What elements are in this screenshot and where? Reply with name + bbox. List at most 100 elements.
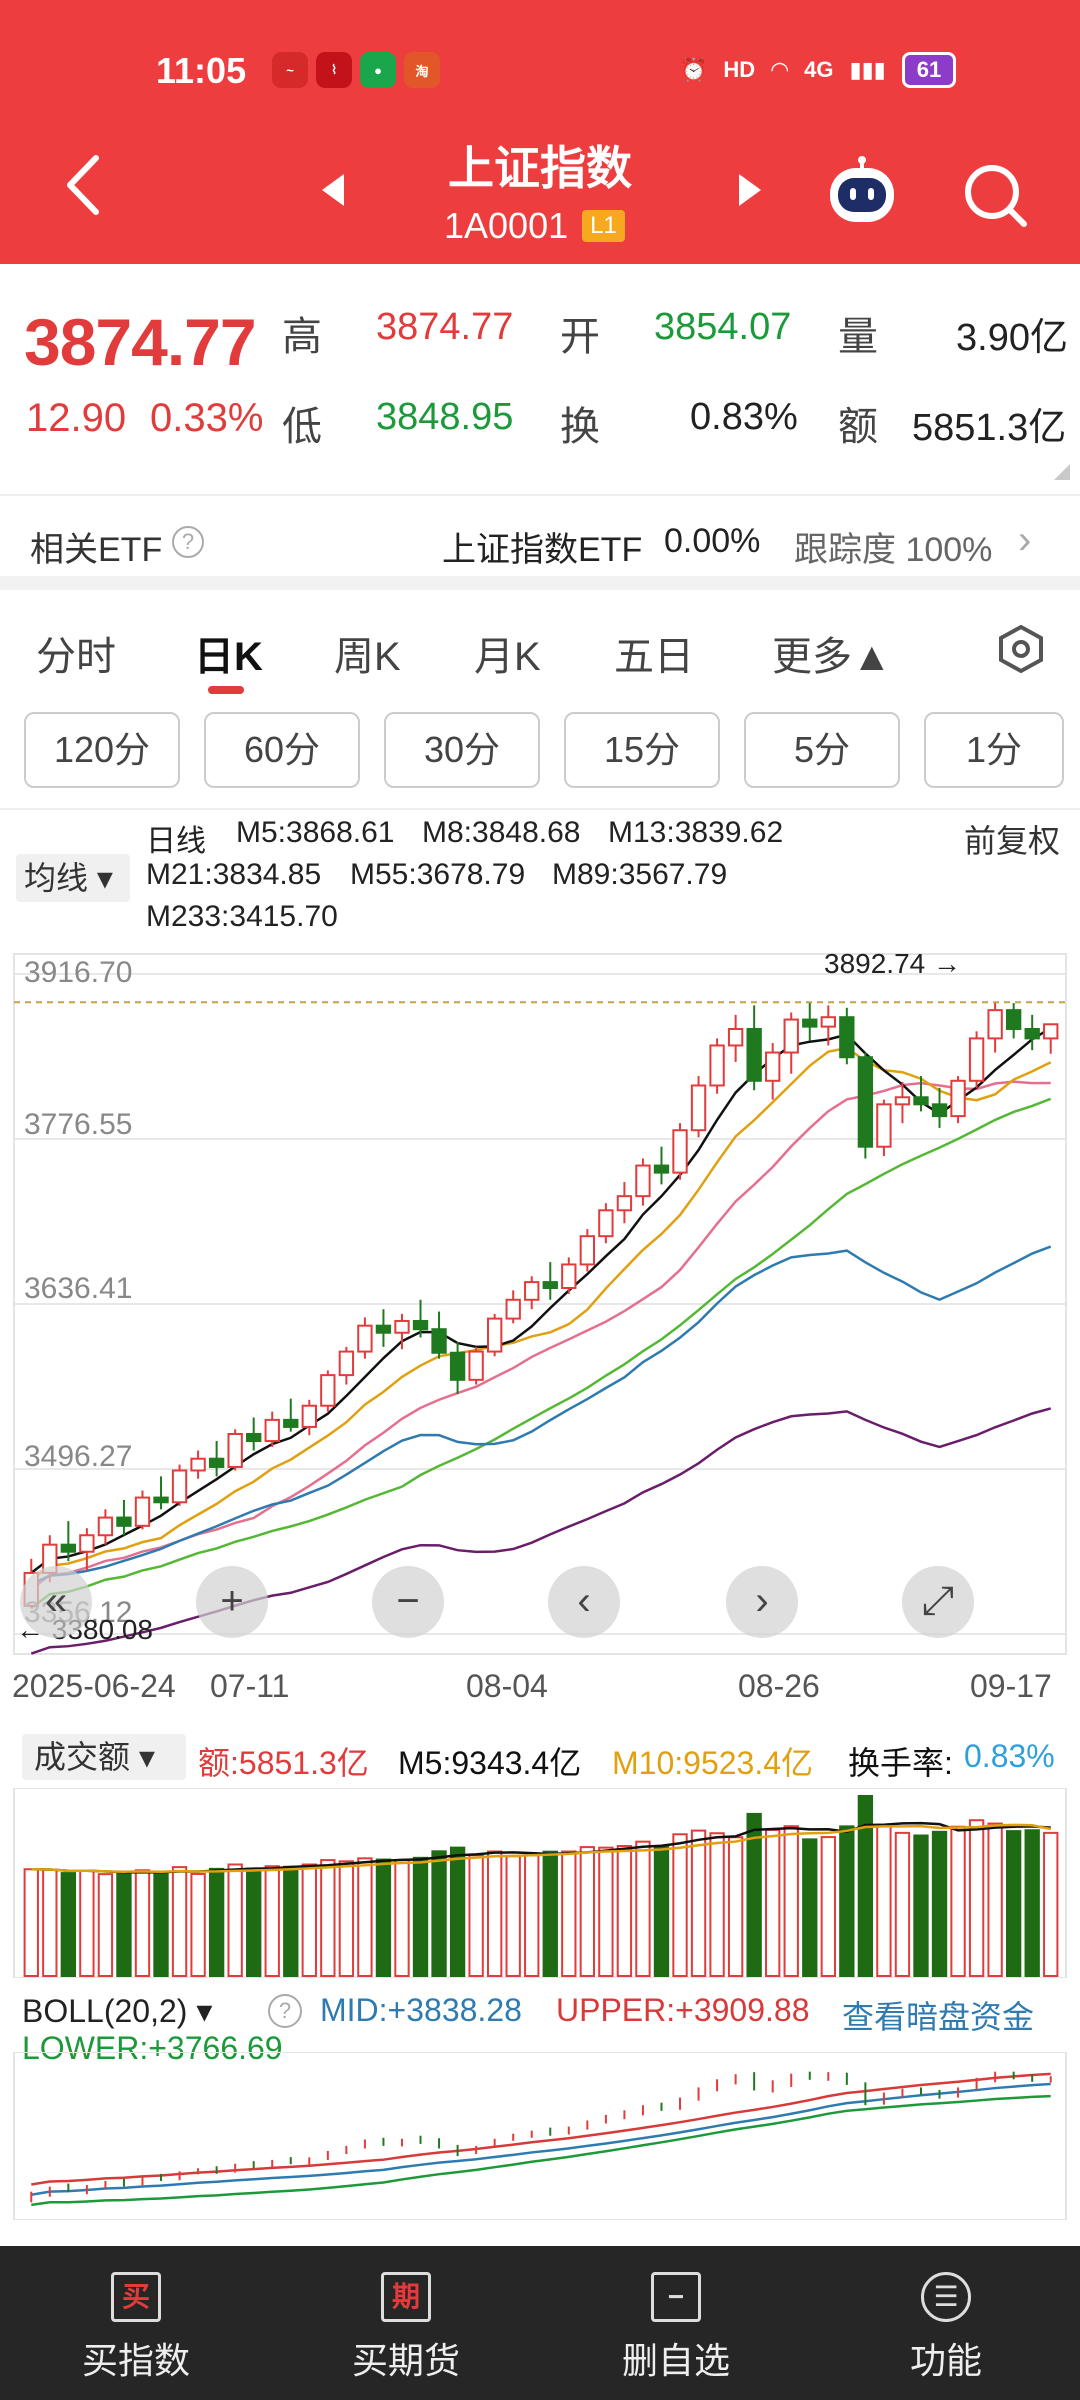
indicator-select[interactable]: 均线 ▾ xyxy=(16,854,130,902)
fullscreen-icon[interactable]: ⤢ xyxy=(902,1566,974,1638)
boll-select[interactable]: BOLL(20,2) ▾ xyxy=(22,1993,213,2029)
functions-button[interactable]: ☰ 功能 xyxy=(846,2272,1046,2384)
bottom-nav: 买 买指数 期 买期货 − 删自选 ☰ 功能 xyxy=(0,2246,1080,2400)
scroll-left-icon[interactable]: ‹ xyxy=(548,1566,620,1638)
search-icon[interactable] xyxy=(960,160,1030,230)
nav-label: 删自选 xyxy=(621,2340,730,2381)
scroll-right-icon[interactable]: › xyxy=(726,1566,798,1638)
zoom-out-icon[interactable]: − xyxy=(372,1566,444,1638)
nav-label: 买指数 xyxy=(81,2340,190,2381)
candle-body xyxy=(987,1009,1003,1040)
expand-corner-icon[interactable] xyxy=(1054,464,1070,480)
candle-body xyxy=(394,1319,410,1334)
quote-panel: 3874.77 12.90 0.33% 高 3874.77 开 3854.07 … xyxy=(0,264,1080,494)
kline-chart[interactable] xyxy=(0,944,1080,1674)
price-change: 12.90 xyxy=(26,396,127,440)
tab-intraday[interactable]: 分时 xyxy=(36,635,116,679)
candle-body xyxy=(1005,1009,1022,1030)
ma5-line xyxy=(30,1026,1052,1574)
candle-body xyxy=(839,1016,855,1059)
candle-body xyxy=(449,1351,466,1381)
buy-index-button[interactable]: 买 买指数 xyxy=(36,2272,236,2384)
boll-chart[interactable] xyxy=(0,2052,1080,2220)
volume-bar xyxy=(561,1850,577,1977)
candle-body xyxy=(653,1164,670,1174)
next-stock-icon[interactable] xyxy=(735,170,765,210)
volume-bar xyxy=(431,1850,447,1978)
candle-body xyxy=(264,1418,280,1443)
interval-120m-button[interactable]: 120分 xyxy=(24,712,180,788)
volume-bar xyxy=(79,1869,95,1977)
dark-pool-link[interactable]: 查看暗盘资金 xyxy=(842,1999,1035,2035)
assistant-robot-icon[interactable] xyxy=(826,156,898,226)
nav-label: 功能 xyxy=(909,2340,982,2381)
previous-stock-icon[interactable] xyxy=(318,170,348,210)
volume-bar xyxy=(412,1856,429,1977)
volume-indicator-select[interactable]: 成交额 ▾ xyxy=(22,1734,186,1780)
buy-icon: 买 xyxy=(111,2272,161,2322)
help-icon[interactable]: ? xyxy=(268,1994,302,2028)
interval-60m-button[interactable]: 60分 xyxy=(204,712,360,788)
divider xyxy=(0,808,1080,810)
interval-30m-button[interactable]: 30分 xyxy=(384,712,540,788)
volume-bar xyxy=(913,1834,929,1978)
candle-body xyxy=(524,1281,540,1301)
etf-name: 上证指数ETF xyxy=(442,531,643,569)
volume-bar xyxy=(709,1832,725,1978)
volume-chart[interactable] xyxy=(0,1788,1080,1978)
volume-bar xyxy=(375,1858,392,1977)
volume-bar xyxy=(60,1872,77,1977)
volume-bar xyxy=(1024,1829,1040,1978)
candle-body xyxy=(783,1018,799,1054)
volume-bar xyxy=(264,1865,280,1977)
volume-bar xyxy=(23,1868,39,1977)
open-label: 开 xyxy=(560,315,600,359)
open-value: 3854.07 xyxy=(654,306,792,348)
adjust-mode[interactable]: 前复权 xyxy=(964,823,1061,859)
candle-body xyxy=(579,1235,596,1266)
tab-monthly-k[interactable]: 月K xyxy=(474,635,541,679)
boll-mid-line xyxy=(31,2082,1051,2196)
tab-weekly-k[interactable]: 周K xyxy=(334,635,401,679)
ma21-line xyxy=(30,1097,1052,1610)
settings-hexagon-icon[interactable] xyxy=(996,624,1046,674)
level-badge: L1 xyxy=(582,210,625,242)
tab-more[interactable]: 更多▲ xyxy=(772,635,892,679)
volume-bar xyxy=(783,1825,799,1977)
tab-five-day[interactable]: 五日 xyxy=(614,635,694,679)
volume-bar xyxy=(449,1846,466,1977)
volume-bar xyxy=(653,1845,670,1978)
tab-daily-k[interactable]: 日K xyxy=(194,635,263,679)
period-label: 日线 xyxy=(146,825,206,858)
stock-code: 1A0001 L1 xyxy=(444,205,625,247)
high-value: 3874.77 xyxy=(376,306,514,348)
x-tick-label: 08-04 xyxy=(466,1668,548,1704)
period-tabs: 分时 日K 周K 月K 五日 更多▲ xyxy=(0,604,1080,704)
related-etf-row[interactable]: 相关ETF ? 上证指数ETF 0.00% 跟踪度 100% › xyxy=(0,494,1080,590)
volume-bar xyxy=(931,1830,948,1978)
help-icon[interactable]: ? xyxy=(172,526,204,558)
candle-body xyxy=(338,1350,355,1377)
notification-app-icon: ~ xyxy=(272,52,308,88)
candle-body xyxy=(635,1164,651,1198)
candle-body xyxy=(134,1496,151,1527)
remove-watchlist-button[interactable]: − 删自选 xyxy=(576,2272,776,2384)
buy-futures-button[interactable]: 期 买期货 xyxy=(306,2272,506,2384)
low-label: 低 xyxy=(282,405,322,449)
futures-icon: 期 xyxy=(381,2272,431,2322)
interval-5m-button[interactable]: 5分 xyxy=(744,712,900,788)
zoom-in-icon[interactable]: + xyxy=(196,1566,268,1638)
interval-1m-button[interactable]: 1分 xyxy=(924,712,1064,788)
kline-svg xyxy=(13,953,1067,1655)
candle-body xyxy=(116,1516,132,1527)
scroll-left-fast-icon[interactable]: « xyxy=(20,1566,92,1638)
back-icon[interactable] xyxy=(60,150,110,220)
ma5-value: M5:3868.61 xyxy=(236,816,395,849)
candle-body xyxy=(468,1350,484,1381)
interval-15m-button[interactable]: 15分 xyxy=(564,712,720,788)
volume-label: 量 xyxy=(838,315,878,359)
volume-bar xyxy=(542,1850,558,1978)
x-tick-label: 2025-06-24 xyxy=(12,1668,176,1704)
app-header: 11:05 ~ ⌇ ● 淘 ⏰ HD ◠ 4G ▮▮▮ 61 上证指数 1A00… xyxy=(0,0,1080,264)
candle-body xyxy=(97,1516,114,1537)
